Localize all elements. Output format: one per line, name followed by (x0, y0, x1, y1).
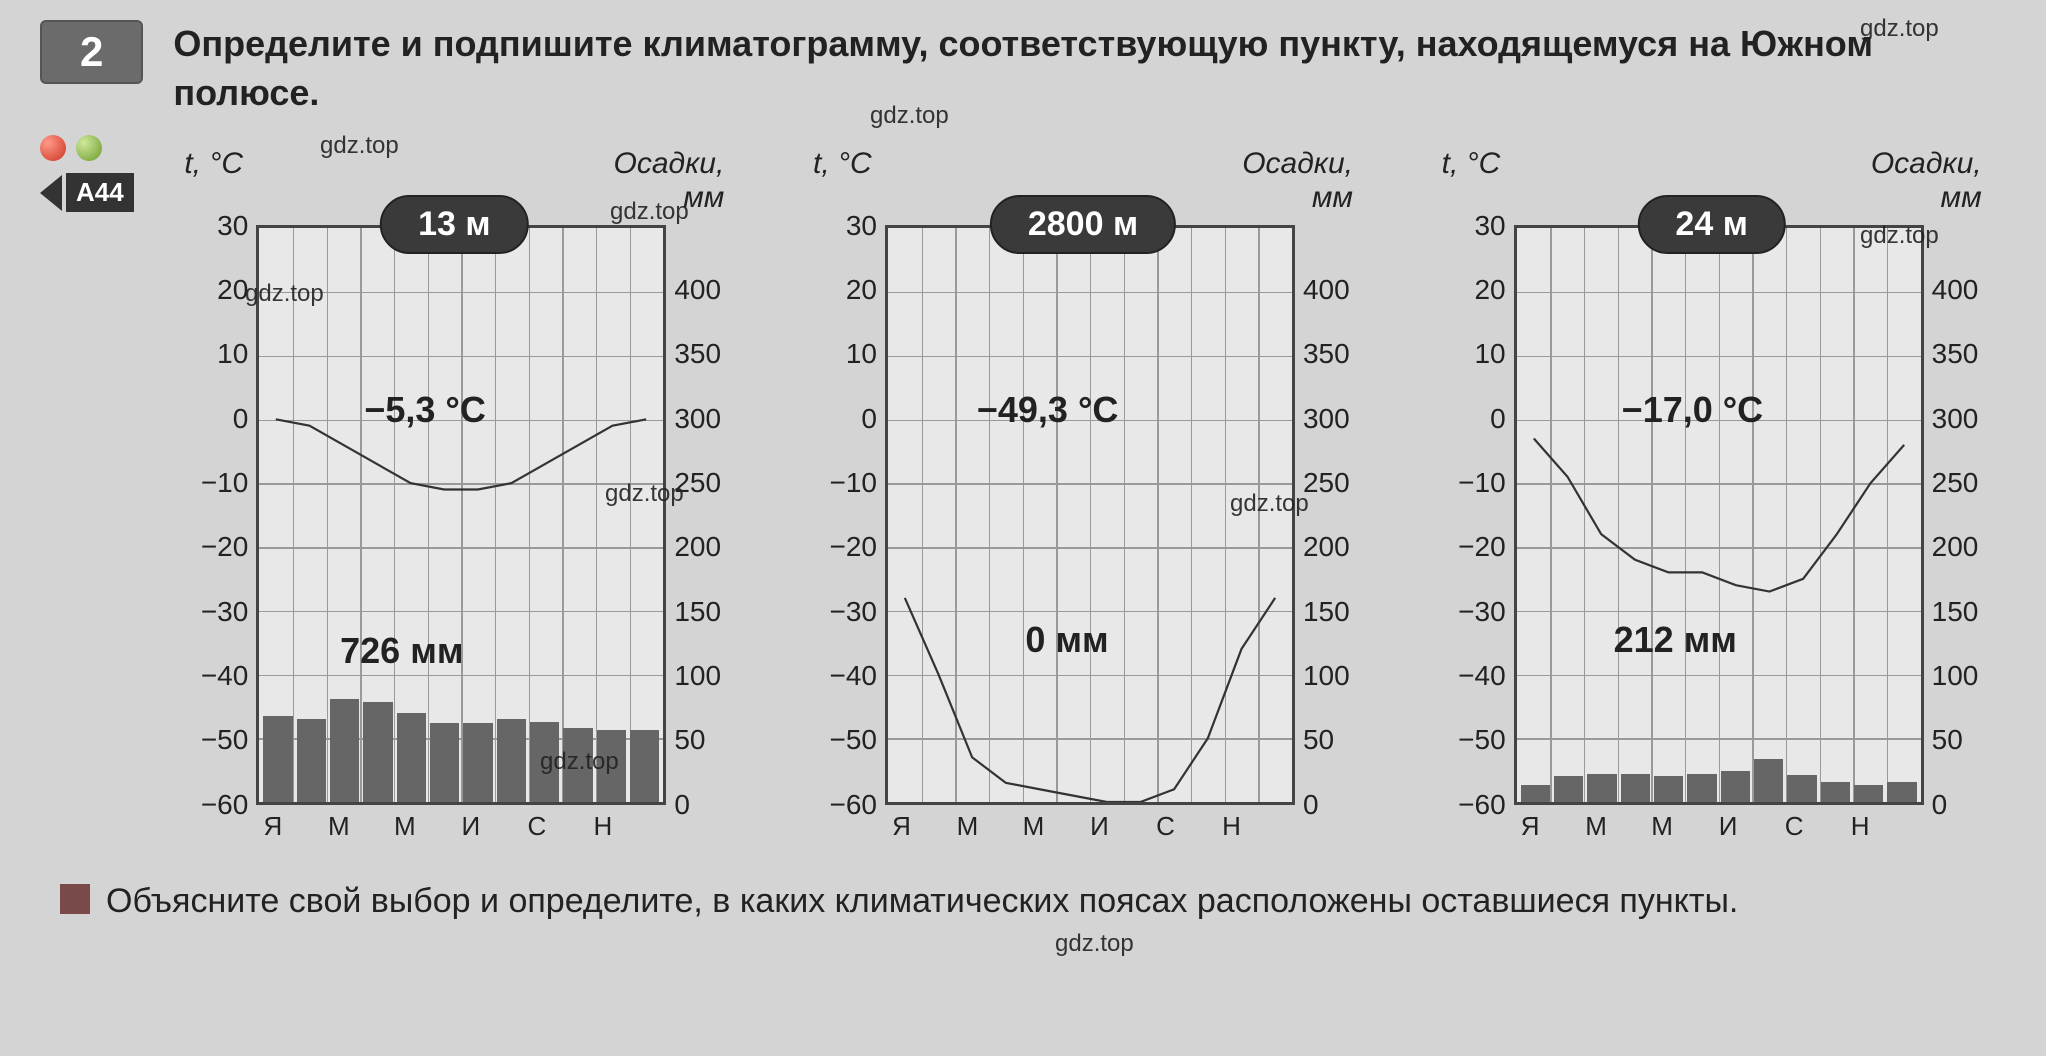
avg-temp-label: −17,0 °C (1622, 389, 1764, 431)
reference-arrow: А44 (40, 173, 134, 212)
y-axis-right: 400350300250200150100500 (1303, 225, 1363, 805)
difficulty-dots (40, 135, 134, 161)
watermark: gdz.top (1230, 490, 1309, 518)
footer-prompt: Объясните свой выбор и определите, в как… (40, 878, 2006, 926)
temp-axis-label: t, °C (184, 147, 243, 215)
y-axis-left: 3020100−10−20−30−40−50−60 (803, 225, 877, 805)
x-axis-labels: ЯММИСН (1514, 811, 1910, 842)
x-axis-labels: ЯММИСН (885, 811, 1281, 842)
question-text: Определите и подпишите климатограмму, со… (173, 20, 2006, 117)
watermark: gdz.top (610, 198, 689, 226)
watermark: gdz.top (540, 748, 619, 776)
watermark: gdz.top (1055, 930, 1134, 958)
elevation-pill: 2800 м (990, 195, 1176, 254)
y-axis-right: 400350300250200150100500 (1932, 225, 1992, 805)
avg-precip-label: 0 мм (1025, 619, 1108, 661)
avg-precip-label: 212 мм (1614, 619, 1737, 661)
watermark: gdz.top (1860, 15, 1939, 43)
avg-temp-label: −49,3 °C (977, 389, 1119, 431)
dot-red (40, 135, 66, 161)
reference-number: А44 (66, 173, 134, 212)
x-axis-labels: ЯММИСН (256, 811, 652, 842)
watermark: gdz.top (1860, 222, 1939, 250)
avg-precip-label: 726 мм (340, 630, 463, 672)
elevation-pill: 24 м (1637, 195, 1785, 254)
arrow-left-icon (40, 175, 62, 211)
temp-axis-label: t, °C (1442, 147, 1501, 215)
y-axis-left: 3020100−10−20−30−40−50−60 (174, 225, 248, 805)
watermark: gdz.top (605, 480, 684, 508)
question-number-badge: 2 (40, 20, 143, 84)
temp-axis-label: t, °C (813, 147, 872, 215)
chart-area: 3020100−10−20−30−40−50−60 400350300250200… (174, 225, 734, 805)
y-axis-left: 3020100−10−20−30−40−50−60 (1432, 225, 1506, 805)
dot-green (76, 135, 102, 161)
watermark: gdz.top (870, 102, 949, 130)
elevation-pill: 13 м (380, 195, 528, 254)
watermark: gdz.top (245, 280, 324, 308)
watermark: gdz.top (320, 132, 399, 160)
footer-marker-icon (60, 884, 90, 914)
charts-row: t, °CОсадки,мм13 м3020100−10−20−30−40−50… (160, 147, 2006, 842)
precip-axis-label: Осадки,мм (1871, 147, 1982, 215)
y-axis-right: 400350300250200150100500 (674, 225, 734, 805)
precip-axis-label: Осадки,мм (1242, 147, 1353, 215)
plot-area: −5,3 °C 726 мм (256, 225, 666, 805)
chart-area: 3020100−10−20−30−40−50−60 400350300250200… (1432, 225, 1992, 805)
temperature-curve (259, 228, 663, 802)
plot-area: −17,0 °C 212 мм (1514, 225, 1924, 805)
footer-text-content: Объясните свой выбор и определите, в как… (106, 878, 1738, 926)
climatogram-2: t, °CОсадки,мм24 м3020100−10−20−30−40−50… (1432, 147, 1992, 842)
side-indicators: А44 (40, 135, 134, 212)
temperature-curve (1517, 228, 1921, 802)
avg-temp-label: −5,3 °C (364, 389, 485, 431)
